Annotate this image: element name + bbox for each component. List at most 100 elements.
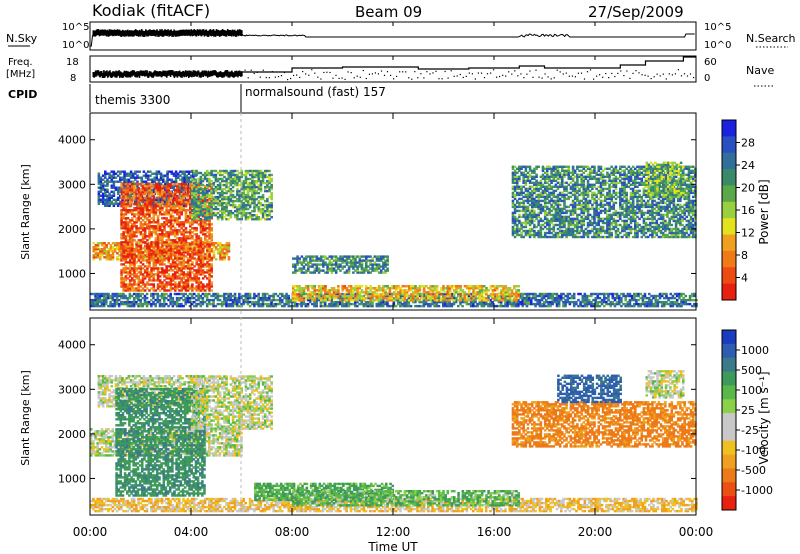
power-cell bbox=[124, 267, 128, 270]
power-cell bbox=[178, 239, 181, 242]
power-cell bbox=[184, 283, 188, 286]
power-cell bbox=[178, 257, 181, 260]
power-cell bbox=[133, 197, 136, 200]
nsky-burst bbox=[139, 29, 141, 36]
power-cell bbox=[135, 229, 138, 232]
power-cell bbox=[171, 265, 175, 268]
power-cell bbox=[268, 169, 271, 173]
power-cell bbox=[158, 247, 162, 250]
power-cell bbox=[311, 302, 314, 306]
power-cell bbox=[212, 244, 216, 247]
power-cell bbox=[199, 261, 203, 264]
power-cell bbox=[162, 174, 165, 177]
power-cell bbox=[188, 300, 192, 304]
power-cell bbox=[154, 255, 158, 258]
power-cell bbox=[208, 300, 211, 304]
power-cell bbox=[128, 255, 132, 258]
power-cell bbox=[197, 187, 200, 191]
power-cell bbox=[135, 183, 138, 186]
power-cell bbox=[178, 292, 181, 296]
power-cell bbox=[326, 298, 329, 302]
power-cell bbox=[119, 188, 122, 191]
power-cell bbox=[551, 292, 554, 296]
power-cell bbox=[272, 296, 275, 300]
nave-dot bbox=[402, 71, 404, 73]
power-cell bbox=[212, 252, 216, 255]
power-cell bbox=[427, 292, 430, 296]
power-cell bbox=[189, 209, 192, 212]
power-cell bbox=[161, 285, 164, 288]
power-cell bbox=[165, 185, 168, 188]
power-cell bbox=[536, 300, 539, 304]
power-cell bbox=[189, 174, 193, 177]
power-cell bbox=[148, 205, 151, 208]
power-cell bbox=[121, 170, 124, 173]
power-cell bbox=[141, 223, 145, 226]
power-cell bbox=[261, 294, 265, 298]
power-cell bbox=[120, 302, 123, 306]
power-cell bbox=[148, 225, 151, 228]
power-cell bbox=[135, 227, 138, 230]
power-cell bbox=[165, 296, 168, 300]
power-cell bbox=[236, 199, 239, 203]
power-cell bbox=[129, 170, 133, 173]
power-cell bbox=[171, 241, 175, 244]
power-cell bbox=[199, 273, 203, 276]
power-cell bbox=[105, 300, 108, 304]
power-cell bbox=[551, 296, 554, 300]
power-cell bbox=[208, 267, 211, 270]
nsky-burst bbox=[197, 30, 200, 37]
power-cell bbox=[98, 300, 102, 304]
power-cell bbox=[124, 241, 128, 244]
power-cell bbox=[176, 259, 179, 262]
power-cell bbox=[195, 261, 198, 264]
power-cell bbox=[156, 221, 160, 224]
power-cell bbox=[195, 199, 198, 203]
power-cell bbox=[199, 211, 203, 215]
power-cell bbox=[137, 242, 141, 245]
power-cell bbox=[150, 235, 153, 238]
power-cell bbox=[165, 205, 168, 208]
power-cell bbox=[146, 271, 149, 274]
power-cell bbox=[187, 176, 191, 179]
nsky-burst bbox=[241, 30, 243, 37]
power-cell bbox=[112, 180, 116, 183]
power-cell bbox=[193, 269, 196, 272]
power-cell bbox=[143, 269, 147, 272]
power-cell bbox=[148, 189, 151, 192]
power-cell bbox=[240, 205, 243, 209]
power-cell bbox=[148, 247, 151, 250]
power-cell bbox=[174, 285, 177, 288]
power-cell bbox=[208, 249, 211, 252]
power-cell bbox=[132, 298, 136, 302]
power-cell bbox=[110, 180, 114, 183]
power-cell bbox=[163, 191, 166, 194]
power-cell bbox=[154, 249, 158, 252]
power-cell bbox=[214, 214, 218, 217]
power-cell bbox=[186, 273, 190, 276]
power-cell bbox=[203, 207, 207, 211]
power-cell bbox=[126, 247, 130, 250]
power-cell bbox=[164, 202, 167, 206]
power-cell bbox=[210, 173, 213, 177]
power-cell bbox=[521, 292, 524, 296]
power-cell bbox=[116, 204, 120, 208]
power-cell bbox=[131, 199, 134, 202]
power-cell bbox=[186, 251, 190, 254]
nsky-burst bbox=[92, 30, 95, 37]
power-cell bbox=[124, 300, 127, 304]
power-cell bbox=[148, 221, 151, 224]
power-cell bbox=[156, 209, 160, 212]
power-cell bbox=[266, 169, 269, 173]
power-cell bbox=[145, 292, 149, 296]
power-cell bbox=[229, 179, 233, 183]
power-cell bbox=[178, 207, 181, 210]
power-cell bbox=[197, 259, 201, 262]
power-cell bbox=[233, 177, 237, 181]
power-cell bbox=[133, 249, 136, 252]
power-cell bbox=[167, 195, 171, 198]
nsky-burst bbox=[148, 29, 150, 36]
power-cell bbox=[112, 170, 116, 173]
power-cell bbox=[259, 181, 263, 185]
power-cell bbox=[154, 233, 158, 236]
